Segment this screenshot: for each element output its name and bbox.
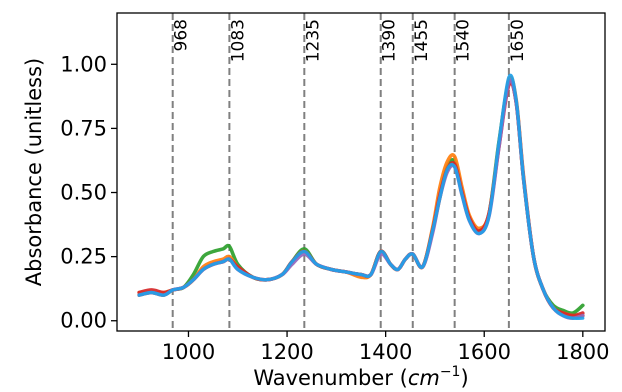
reference-line-label: 1083 [228, 19, 248, 62]
reference-line-label: 1540 [454, 19, 474, 62]
reference-line-label: 1455 [412, 19, 432, 62]
y-tick-label: 0.75 [60, 116, 107, 140]
x-tick-label: 1200 [260, 340, 313, 364]
reference-line-label: 1390 [380, 19, 400, 62]
reference-line-label: 968 [172, 19, 192, 51]
y-tick-label: 0.25 [60, 245, 107, 269]
plot-frame [116, 12, 606, 332]
series-layer [137, 73, 585, 320]
y-axis-title: Absorbance (unitless) [22, 58, 46, 286]
peak-labels: 968 1083 1235 1390 1455 1540 1650 [172, 19, 528, 62]
series-line [137, 73, 585, 320]
reference-lines [171, 13, 510, 331]
x-axis-title: Wavenumber (cm−1) [253, 364, 468, 390]
y-axis: 0.00 0.25 0.50 0.75 1.00 [60, 52, 117, 333]
y-tick-label: 0.00 [60, 309, 107, 333]
x-axis-unit-exponent: −1 [440, 364, 461, 380]
x-tick-label: 1800 [556, 340, 609, 364]
x-tick-label: 1400 [359, 340, 412, 364]
x-tick-label: 1000 [162, 340, 215, 364]
y-tick-label: 1.00 [60, 52, 107, 76]
x-tick-label: 1600 [458, 340, 511, 364]
x-axis: 1000 1200 1400 1600 1800 [162, 331, 610, 364]
y-tick-label: 0.50 [60, 181, 107, 205]
x-axis-unit: cm [408, 366, 440, 390]
series-line [137, 78, 585, 320]
reference-line-label: 1235 [303, 19, 323, 62]
reference-line-label: 1650 [508, 19, 528, 62]
